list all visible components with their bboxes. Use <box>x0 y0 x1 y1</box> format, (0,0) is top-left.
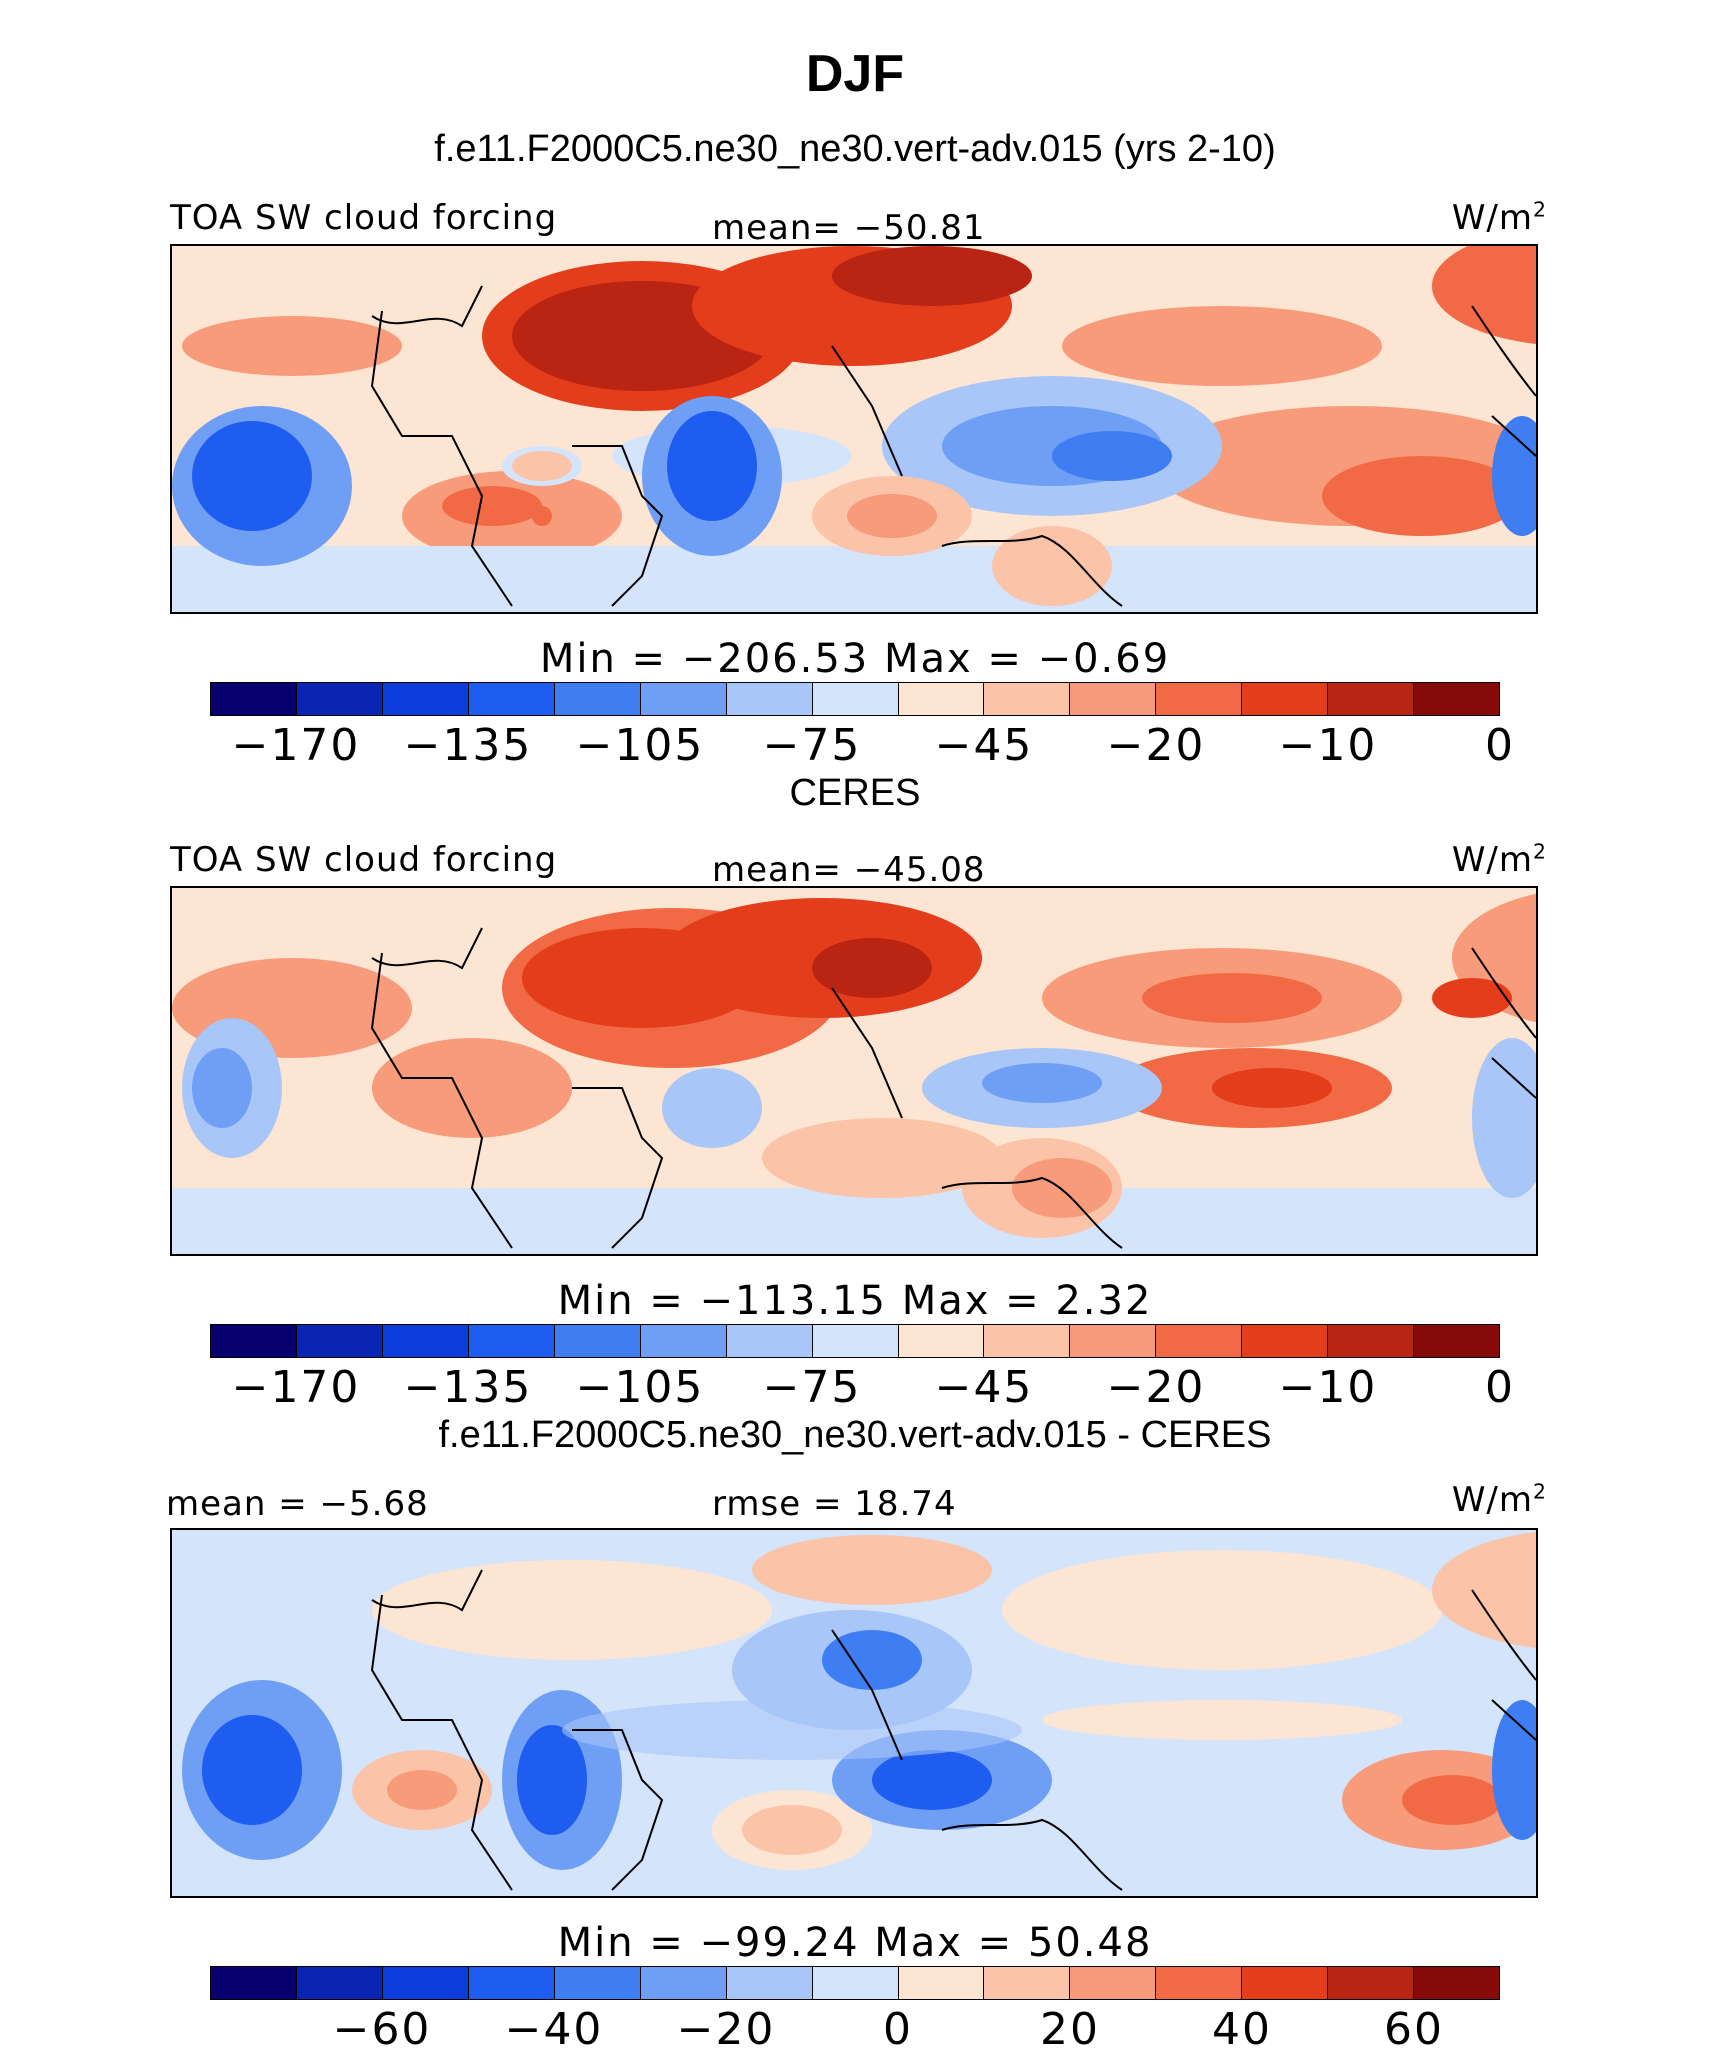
panel1-units: W/m2 <box>1452 198 1547 238</box>
colorbar-swatch <box>984 1967 1071 1999</box>
colorbar-swatch <box>640 683 727 715</box>
figure-title: DJF <box>805 45 905 103</box>
colorbar-tick-label: −75 <box>762 1362 862 1413</box>
colorbar-tick-label: −105 <box>575 1362 705 1413</box>
colorbar-tick-label: −135 <box>403 720 533 771</box>
colorbar-swatch <box>812 1325 899 1357</box>
colorbar-swatch <box>468 683 555 715</box>
colorbar-swatch <box>640 1967 727 1999</box>
colorbar-swatch <box>640 1325 727 1357</box>
colorbar-tick-label: −170 <box>231 1362 361 1413</box>
colorbar-swatch <box>726 1967 813 1999</box>
colorbar-swatch <box>1328 683 1415 715</box>
panel2-title: CERES <box>789 772 921 814</box>
colorbar-swatch <box>554 1325 641 1357</box>
colorbar-tick-label: 0 <box>883 2004 913 2055</box>
colorbar-swatch <box>1328 1325 1415 1357</box>
units-exponent: 2 <box>1533 839 1547 864</box>
colorbar-swatch <box>898 683 985 715</box>
colorbar-swatch <box>1242 683 1329 715</box>
units-exponent: 2 <box>1533 197 1547 222</box>
colorbar-tick-label: −10 <box>1278 1362 1378 1413</box>
colorbar-tick-label: −45 <box>934 720 1034 771</box>
colorbar-tick-label: −135 <box>403 1362 533 1413</box>
panel1-title: f.e11.F2000C5.ne30_ne30.vert-adv.015 (yr… <box>434 128 1276 170</box>
panel1-map <box>170 244 1538 614</box>
colorbar-swatch <box>1070 683 1157 715</box>
colorbar-swatch <box>812 683 899 715</box>
colorbar-tick-label: −20 <box>1106 720 1206 771</box>
colorbar-swatch <box>1070 1967 1157 1999</box>
panel3-units: W/m2 <box>1452 1480 1547 1520</box>
colorbar-swatch <box>468 1325 555 1357</box>
colorbar-swatch <box>1156 1967 1243 1999</box>
panel3-colorbar-ticks: −60 −40 −20 0 20 40 60 <box>210 2004 1500 2055</box>
units-base: W/m <box>1451 1480 1534 1520</box>
colorbar-swatch <box>1414 1967 1500 1999</box>
units-base: W/m <box>1451 198 1534 238</box>
colorbar-swatch <box>1070 1325 1157 1357</box>
colorbar-tick-label: −75 <box>762 720 862 771</box>
panel1-colorbar-ticks: −170 −135 −105 −75 −45 −20 −10 0 <box>210 720 1513 771</box>
panel2-map <box>170 886 1538 1256</box>
panel3-mean-label: mean = −5.68 <box>166 1484 429 1524</box>
panel2-units: W/m2 <box>1452 840 1547 880</box>
colorbar-swatch <box>726 1325 813 1357</box>
colorbar-tick-label: 0 <box>1485 720 1515 771</box>
panel2-mean-label: mean= −45.08 <box>712 850 986 890</box>
colorbar-swatch <box>296 1325 383 1357</box>
colorbar-swatch <box>382 1967 469 1999</box>
colorbar-swatch <box>1414 1325 1500 1357</box>
panel2-colorbar <box>210 1324 1500 1358</box>
panel1-colorbar <box>210 682 1500 716</box>
panel2-colorbar-ticks: −170 −135 −105 −75 −45 −20 −10 0 <box>210 1362 1513 1413</box>
colorbar-swatch <box>554 683 641 715</box>
colorbar-swatch <box>296 1967 383 1999</box>
units-base: W/m <box>1451 840 1534 880</box>
colorbar-swatch <box>1328 1967 1415 1999</box>
colorbar-swatch <box>554 1967 641 1999</box>
colorbar-swatch <box>211 1325 297 1357</box>
panel3-min-max: Min = −99.24 Max = 50.48 <box>557 1920 1153 1966</box>
panel1-variable-label: TOA SW cloud forcing <box>170 198 558 238</box>
colorbar-tick-label: −40 <box>504 2004 604 2055</box>
colorbar-swatch <box>468 1967 555 1999</box>
panel2-variable-label: TOA SW cloud forcing <box>170 840 558 880</box>
colorbar-swatch <box>1156 683 1243 715</box>
colorbar-swatch <box>726 683 813 715</box>
colorbar-swatch <box>984 1325 1071 1357</box>
colorbar-tick-label: 20 <box>1040 2004 1100 2055</box>
colorbar-swatch <box>1242 1967 1329 1999</box>
panel3-title: f.e11.F2000C5.ne30_ne30.vert-adv.015 - C… <box>438 1414 1272 1456</box>
panel3-rmse-label: rmse = 18.74 <box>712 1484 957 1524</box>
colorbar-tick-label: −20 <box>676 2004 776 2055</box>
colorbar-swatch <box>1414 683 1500 715</box>
panel2-min-max: Min = −113.15 Max = 2.32 <box>557 1278 1153 1324</box>
colorbar-tick-label: 60 <box>1384 2004 1444 2055</box>
panel3-colorbar <box>210 1966 1500 2000</box>
colorbar-swatch <box>211 1967 297 1999</box>
colorbar-swatch <box>898 1967 985 1999</box>
colorbar-swatch <box>211 683 297 715</box>
colorbar-tick-label: −170 <box>231 720 361 771</box>
colorbar-swatch <box>296 683 383 715</box>
colorbar-tick-label: −60 <box>332 2004 432 2055</box>
colorbar-swatch <box>812 1967 899 1999</box>
colorbar-swatch <box>1242 1325 1329 1357</box>
colorbar-swatch <box>382 683 469 715</box>
panel1-min-max: Min = −206.53 Max = −0.69 <box>539 636 1171 682</box>
colorbar-swatch <box>898 1325 985 1357</box>
colorbar-swatch <box>382 1325 469 1357</box>
colorbar-swatch <box>984 683 1071 715</box>
colorbar-tick-label: 0 <box>1485 1362 1515 1413</box>
units-exponent: 2 <box>1533 1479 1547 1504</box>
panel3-map <box>170 1528 1538 1898</box>
colorbar-tick-label: −20 <box>1106 1362 1206 1413</box>
panel1-mean-label: mean= −50.81 <box>712 208 986 248</box>
colorbar-tick-label: −45 <box>934 1362 1034 1413</box>
colorbar-tick-label: −105 <box>575 720 705 771</box>
colorbar-tick-label: −10 <box>1278 720 1378 771</box>
colorbar-swatch <box>1156 1325 1243 1357</box>
colorbar-tick-label: 40 <box>1212 2004 1272 2055</box>
